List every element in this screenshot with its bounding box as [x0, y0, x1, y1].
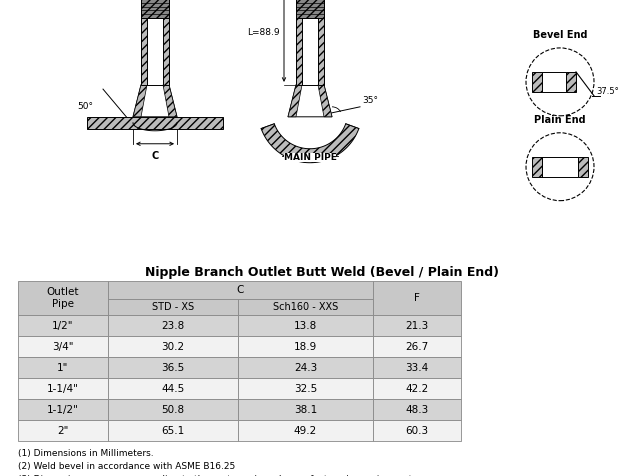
Bar [373, 281, 461, 315]
Polygon shape [318, 85, 332, 117]
Bar [108, 299, 238, 315]
Text: MAIN PIPE: MAIN PIPE [283, 153, 336, 162]
Text: 60.3: 60.3 [406, 426, 428, 436]
Bar [87, 117, 223, 129]
Bar [108, 357, 238, 378]
Text: (2) Weld bevel in accordance with ASME B16.25: (2) Weld bevel in accordance with ASME B… [18, 462, 235, 471]
Bar [18, 281, 108, 315]
Text: 42.2: 42.2 [405, 384, 429, 394]
Polygon shape [133, 85, 147, 117]
Bar [296, 0, 324, 18]
Text: C: C [151, 151, 158, 161]
Bar [373, 399, 461, 420]
Text: F: F [414, 293, 420, 303]
Text: 33.4: 33.4 [405, 363, 429, 373]
Text: Bevel End: Bevel End [533, 30, 587, 40]
Text: 24.3: 24.3 [294, 363, 317, 373]
Polygon shape [288, 85, 332, 117]
Bar [238, 336, 373, 357]
Polygon shape [261, 124, 359, 163]
Bar [238, 420, 373, 441]
Text: Nipple Branch Outlet Butt Weld (Bevel / Plain End): Nipple Branch Outlet Butt Weld (Bevel / … [145, 266, 499, 279]
Text: STD - XS: STD - XS [152, 302, 194, 312]
Text: C: C [237, 285, 244, 295]
Bar [373, 420, 461, 441]
Bar [18, 357, 108, 378]
Text: 21.3: 21.3 [405, 320, 429, 330]
Text: 30.2: 30.2 [162, 341, 185, 351]
Text: (1) Dimensions in Millimeters.: (1) Dimensions in Millimeters. [18, 449, 154, 458]
Bar [566, 72, 576, 92]
Bar [18, 315, 108, 336]
Text: 1-1/2": 1-1/2" [47, 405, 79, 415]
Bar [532, 157, 542, 177]
Text: 2": 2" [57, 426, 69, 436]
Text: 49.2: 49.2 [294, 426, 317, 436]
Bar [238, 299, 373, 315]
Text: 65.1: 65.1 [162, 426, 185, 436]
Bar [532, 72, 542, 92]
Bar [18, 336, 108, 357]
Text: Outlet
Pipe: Outlet Pipe [47, 287, 79, 309]
Bar [141, 0, 169, 18]
Text: Plain End: Plain End [534, 115, 586, 125]
Text: Sch160 - XXS: Sch160 - XXS [273, 302, 338, 312]
Text: 44.5: 44.5 [162, 384, 185, 394]
Bar [108, 315, 238, 336]
Bar [18, 378, 108, 399]
Text: 26.7: 26.7 [405, 341, 429, 351]
Bar [373, 378, 461, 399]
Bar [296, 0, 302, 85]
Bar [238, 378, 373, 399]
Text: (3) Dimensions may vary according to the customer's and manufacturer's requireme: (3) Dimensions may vary according to the… [18, 475, 415, 476]
Text: 37.5°: 37.5° [596, 88, 619, 96]
Text: 48.3: 48.3 [405, 405, 429, 415]
Bar [18, 399, 108, 420]
Text: 36.5: 36.5 [162, 363, 185, 373]
Bar [108, 399, 238, 420]
Polygon shape [288, 85, 302, 117]
Text: 18.9: 18.9 [294, 341, 317, 351]
Bar [18, 420, 108, 441]
Text: 1-1/4": 1-1/4" [47, 384, 79, 394]
Polygon shape [133, 85, 177, 117]
Text: 38.1: 38.1 [294, 405, 317, 415]
Text: 3/4": 3/4" [52, 341, 74, 351]
Bar [108, 420, 238, 441]
Bar [108, 336, 238, 357]
Bar [141, 0, 147, 85]
Polygon shape [163, 85, 177, 117]
Bar [318, 0, 324, 85]
Bar [238, 399, 373, 420]
Bar [141, 0, 169, 85]
Bar [238, 315, 373, 336]
Text: 50°: 50° [77, 102, 93, 111]
Bar [373, 315, 461, 336]
Bar [542, 157, 578, 177]
Bar [108, 281, 373, 299]
Bar [163, 0, 169, 85]
Text: 50.8: 50.8 [162, 405, 185, 415]
Bar [108, 378, 238, 399]
Bar [578, 157, 588, 177]
Bar [296, 0, 324, 85]
Bar [238, 357, 373, 378]
Text: 1/2": 1/2" [52, 320, 74, 330]
Text: 32.5: 32.5 [294, 384, 317, 394]
Text: L=88.9: L=88.9 [247, 28, 280, 37]
Text: 1": 1" [57, 363, 69, 373]
Bar [373, 336, 461, 357]
Text: 35°: 35° [362, 96, 378, 105]
Bar [373, 357, 461, 378]
Text: 23.8: 23.8 [162, 320, 185, 330]
Text: 13.8: 13.8 [294, 320, 317, 330]
Bar [542, 72, 566, 92]
